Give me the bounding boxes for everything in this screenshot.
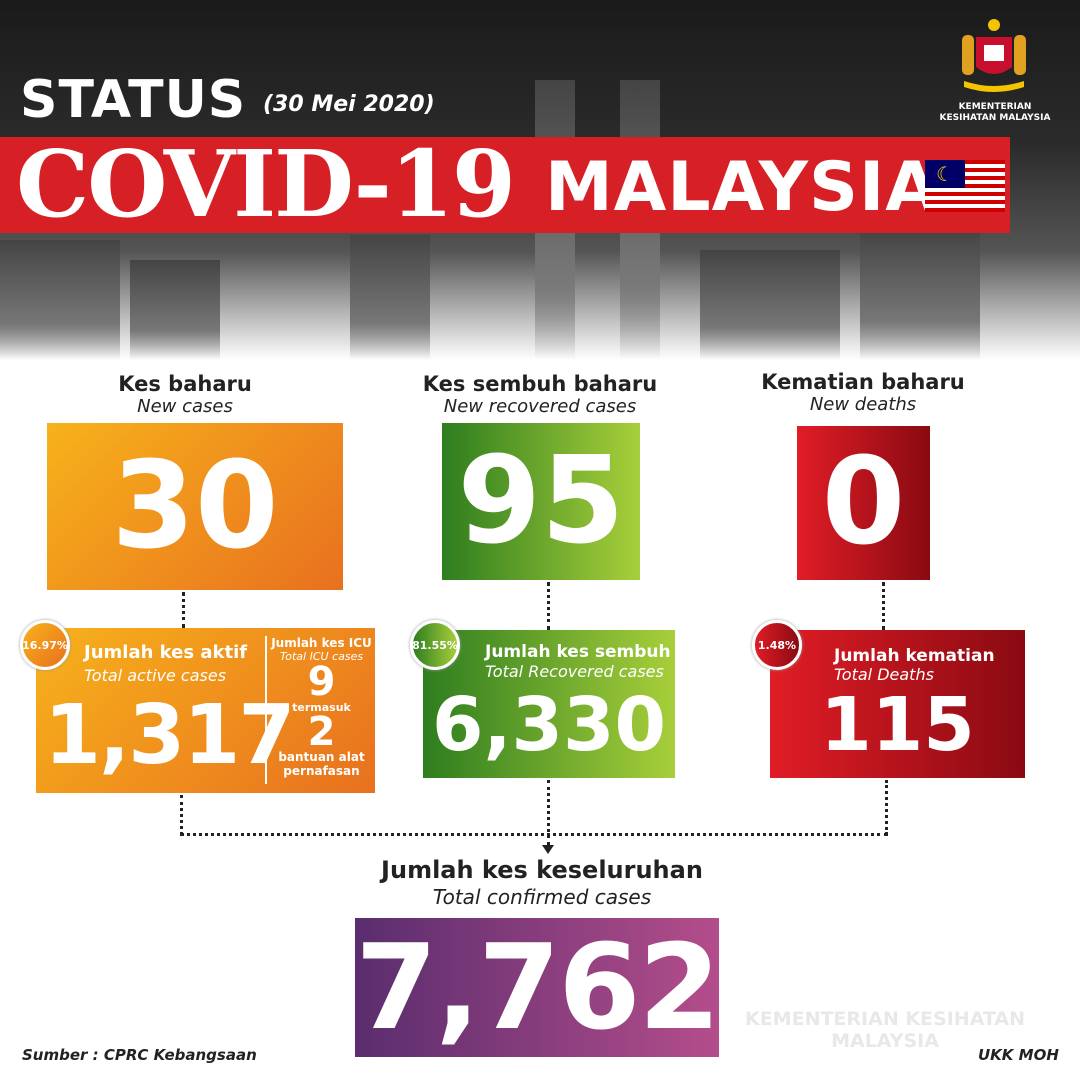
recovered-sublabel: Total Recovered cases [485, 662, 664, 681]
new-recovered-label: Kes sembuh baharu [422, 372, 658, 396]
new-cases-sublabel: New cases [137, 396, 233, 417]
active-cases-card: Jumlah kes aktif Total active cases 1,31… [36, 628, 375, 793]
new-cases-value: 30 [47, 423, 343, 590]
new-cases-label: Kes baharu [118, 372, 252, 396]
ventilator-label: bantuan alat pernafasan [278, 750, 365, 778]
new-deaths-value: 0 [797, 426, 930, 580]
recovered-value: 6,330 [431, 682, 667, 768]
connector [547, 780, 550, 845]
connector [882, 582, 885, 630]
coat-of-arms-logo [962, 19, 1026, 92]
malaysia-flag-icon: ☾ [925, 160, 1005, 212]
deaths-sublabel: Total Deaths [834, 665, 934, 684]
title-malaysia: MALAYSIA [545, 148, 939, 227]
active-sublabel: Total active cases [84, 666, 227, 685]
deaths-label: Jumlah kematian [834, 646, 995, 666]
status-heading: STATUS [20, 70, 247, 130]
connector [885, 780, 888, 835]
connector [182, 592, 185, 628]
new-recovered-sublabel: New recovered cases [443, 396, 637, 417]
arrow-down-icon [542, 845, 554, 854]
new-recovered-value: 95 [442, 423, 640, 580]
recovered-card: Jumlah kes sembuh Total Recovered cases … [423, 630, 675, 778]
recovered-label: Jumlah kes sembuh [485, 642, 671, 662]
icu-label: Jumlah kes ICU [271, 636, 372, 650]
new-deaths-sublabel: New deaths [809, 394, 917, 415]
connector [547, 582, 550, 630]
divider [265, 636, 267, 784]
deaths-value: 115 [820, 682, 975, 768]
title-covid: COVID-19 [16, 130, 516, 238]
report-date: (30 Mei 2020) [263, 92, 435, 117]
active-percent-badge: 16.97% [20, 620, 70, 670]
total-label: Jumlah kes keseluruhan [381, 856, 703, 884]
total-value: 7,762 [355, 918, 721, 1057]
title-band [0, 137, 1010, 233]
icu-sublabel: Total ICU cases [279, 650, 364, 663]
ventilator-value: 2 [307, 709, 336, 755]
total-sublabel: Total confirmed cases [432, 885, 652, 909]
credit: UKK MOH [978, 1046, 1059, 1064]
source: Sumber : CPRC Kebangsaan [22, 1046, 257, 1064]
deaths-percent-badge: 1.48% [752, 620, 802, 670]
new-deaths-label: Kematian baharu [761, 370, 965, 394]
icu-value: 9 [307, 659, 336, 705]
connector [180, 795, 183, 835]
icu-including: termasuk [292, 701, 351, 714]
active-label: Jumlah kes aktif [84, 642, 248, 663]
deaths-card: Jumlah kematian Total Deaths 115 [770, 630, 1025, 778]
recovered-percent-badge: 81.55% [410, 620, 460, 670]
active-value: 1,317 [44, 688, 295, 783]
watermark: KEMENTERIAN KESIHATAN MALAYSIA [744, 1008, 1026, 1052]
ministry-name: KEMENTERIAN KESIHATAN MALAYSIA [939, 102, 1051, 123]
connector [180, 833, 888, 836]
